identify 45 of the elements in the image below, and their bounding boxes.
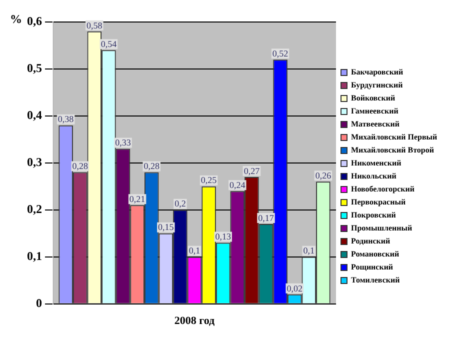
data-label: 0,27 <box>244 166 260 176</box>
data-label: 0,26 <box>315 170 332 181</box>
legend-label: Матвеевский <box>351 120 400 129</box>
legend-label: Гамнеевский <box>351 106 399 116</box>
y-tick-label: 0,5 <box>27 61 42 76</box>
data-label: 0,2 <box>174 198 186 209</box>
legend-label: Никоменский <box>351 158 402 168</box>
y-axis-title: % <box>10 12 22 27</box>
data-label: 0,28 <box>144 161 160 172</box>
legend-label: Войковский <box>351 94 396 103</box>
data-label: 0,58 <box>86 20 103 30</box>
legend-label: Покровский <box>351 210 396 220</box>
data-label: 0,15 <box>158 222 174 232</box>
data-label: 0,54 <box>100 39 118 50</box>
legend-label: Промышленный <box>351 224 412 233</box>
legend-label: Новобелогорский <box>351 184 415 194</box>
data-label: 0,28 <box>72 161 88 172</box>
data-label: 0,1 <box>188 246 200 256</box>
legend-label: Родинский <box>351 236 390 246</box>
y-tick-label: 0,6 <box>27 14 42 28</box>
data-label: 0,13 <box>215 232 232 242</box>
legend-label: Рощинский <box>351 262 394 272</box>
data-label: 0,02 <box>286 283 302 294</box>
legend-label: Никольский <box>351 172 397 181</box>
y-tick-label: 0,4 <box>27 108 42 122</box>
data-label: 0,21 <box>129 194 146 204</box>
legend-label: Романовский <box>351 250 400 259</box>
data-label: 0,24 <box>230 180 246 190</box>
legend-label: Бурдугинский <box>351 80 404 90</box>
data-label: 0,33 <box>115 138 132 148</box>
x-tick-label: 2008 год <box>174 315 216 328</box>
y-tick-label: 0,3 <box>27 154 42 169</box>
data-label: 0,1 <box>303 246 315 256</box>
data-label: 0,38 <box>58 114 74 124</box>
data-label: 0,17 <box>258 212 274 223</box>
y-tick-label: 0 <box>36 296 42 310</box>
legend-label: Бакчаровский <box>351 68 404 77</box>
y-tick-label: 0,2 <box>27 202 42 216</box>
y-tick-label: 0,1 <box>27 248 42 263</box>
legend-label: Михайловский Первый <box>351 132 438 142</box>
legend-label: Первокрасный <box>351 198 406 207</box>
data-label: 0,52 <box>272 48 288 58</box>
legend-label: Михайловский Второй <box>351 146 434 155</box>
data-label: 0,25 <box>200 175 218 186</box>
legend-label: Томилевский <box>351 276 400 285</box>
